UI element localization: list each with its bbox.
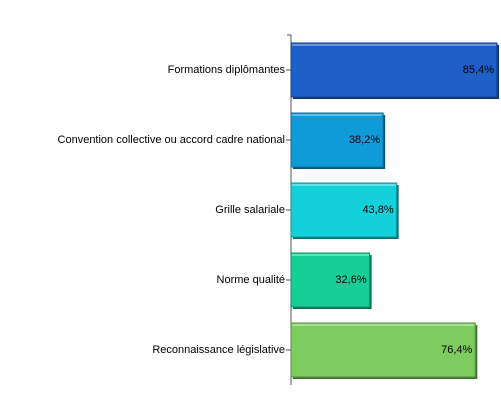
bar-highlight xyxy=(292,254,369,256)
value-label: 43,8% xyxy=(362,204,393,216)
bar-highlight xyxy=(292,324,475,326)
value-label: 76,4% xyxy=(441,344,472,356)
bar-highlight xyxy=(292,44,496,46)
bar xyxy=(290,322,476,378)
bar xyxy=(290,252,371,308)
bar xyxy=(290,182,398,238)
category-label: Formations diplômantes xyxy=(168,64,286,76)
category-label: Convention collective ou accord cadre na… xyxy=(58,134,285,146)
value-label: 32,6% xyxy=(335,274,366,286)
bar-highlight xyxy=(292,114,383,116)
bar xyxy=(290,42,498,98)
category-label: Norme qualité xyxy=(217,274,285,286)
category-label: Reconnaissance législative xyxy=(152,344,285,356)
category-label: Grille salariale xyxy=(215,204,285,216)
value-label: 85,4% xyxy=(463,64,494,76)
value-label: 38,2% xyxy=(349,134,380,146)
bar xyxy=(290,112,384,168)
bar-highlight xyxy=(292,184,396,186)
